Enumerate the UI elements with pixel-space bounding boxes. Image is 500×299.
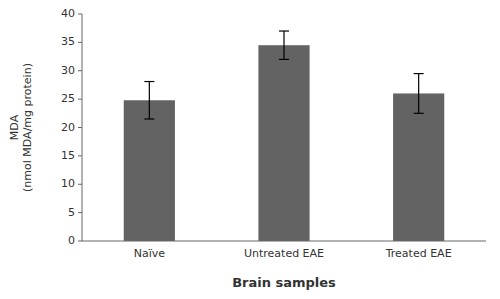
chart-svg: 0 5 10 15 20 25 30 35 40 Naïve Untreated EAE Treate… <box>0 0 500 299</box>
y-tick <box>78 212 82 213</box>
error-cap <box>144 118 154 119</box>
chart-container: 0 5 10 15 20 25 30 35 40 Naïve Untreated EAE Treate… <box>0 0 500 299</box>
bars <box>124 31 445 241</box>
error-bar <box>414 74 424 114</box>
y-axis-label: MDA(nmol MDA/mg protein) <box>8 63 34 192</box>
y-tick <box>78 99 82 100</box>
y-axis-line <box>82 14 83 241</box>
y-tick <box>78 155 82 156</box>
error-cap <box>414 73 424 74</box>
y-tick-label: 40 <box>61 7 75 20</box>
error-bar <box>144 82 154 119</box>
x-tick-label: Untreated EAE <box>244 247 324 260</box>
error-cap <box>279 59 289 60</box>
y-tick-label: 35 <box>61 35 75 48</box>
y-tick-label: 20 <box>61 121 75 134</box>
error-cap <box>144 81 154 82</box>
y-tick <box>78 241 82 242</box>
error-cap <box>414 113 424 114</box>
bar <box>124 100 175 241</box>
error-line <box>149 82 150 119</box>
y-tick-label: 5 <box>68 206 75 219</box>
y-tick <box>78 42 82 43</box>
y-axis-label-line: (nmol MDA/mg protein) <box>21 63 34 192</box>
error-line <box>283 31 284 59</box>
bar <box>393 93 444 241</box>
y-tick <box>78 70 82 71</box>
y-tick-label: 25 <box>61 92 75 105</box>
x-axis: Naïve Untreated EAE Treated EAE <box>134 247 452 260</box>
y-tick <box>78 127 82 128</box>
y-tick <box>78 14 82 15</box>
x-tick-label: Naïve <box>134 247 166 260</box>
y-tick-label: 30 <box>61 64 75 77</box>
y-tick-label: 15 <box>61 149 75 162</box>
error-bar <box>279 31 289 59</box>
x-axis-label: Brain samples <box>232 275 336 290</box>
error-cap <box>279 30 289 31</box>
x-tick-label: Treated EAE <box>385 247 452 260</box>
bar <box>258 45 309 241</box>
y-axis: 0 5 10 15 20 25 30 35 40 <box>61 7 82 247</box>
y-tick <box>78 184 82 185</box>
y-axis-label-line: MDA <box>8 114 21 140</box>
y-tick-label: 10 <box>61 177 75 190</box>
x-axis-line <box>82 241 486 242</box>
error-line <box>418 74 419 114</box>
y-tick-label: 0 <box>68 234 75 247</box>
